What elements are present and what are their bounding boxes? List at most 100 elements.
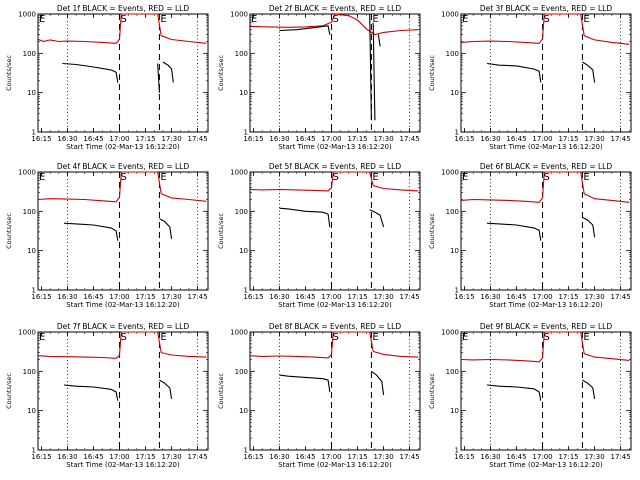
y-tick-label: 100 — [23, 368, 36, 376]
plot-frame — [460, 13, 632, 133]
segment-marker-label: E — [583, 14, 589, 25]
panel-2: Det 2f BLACK = Events, RED = LLD 1 10 100 10… — [217, 4, 421, 151]
x-tick-label: 16:30 — [269, 293, 289, 301]
lld-series-line — [37, 171, 207, 203]
x-tick-label: 17:00 — [109, 453, 129, 461]
x-tick-label: 16:30 — [480, 453, 500, 461]
segment-marker-label: E — [462, 172, 468, 183]
events-series-line — [486, 222, 542, 241]
x-tick-label: 16:45 — [83, 453, 103, 461]
x-tick-label: 17:30 — [373, 135, 393, 143]
x-tick-label: 17:45 — [610, 135, 630, 143]
y-tick-label: 10 — [450, 247, 459, 255]
y-tick-label: 1 — [455, 447, 459, 455]
events-series-line — [63, 384, 119, 401]
panel-title: Det 4f BLACK = Events, RED = LLD — [57, 162, 190, 171]
x-tick-label: 17:45 — [187, 453, 207, 461]
events-series-line — [62, 62, 119, 83]
events-series-line — [486, 384, 542, 401]
x-tick-label: 17:45 — [399, 293, 419, 301]
panel-title: Det 3f BLACK = Events, RED = LLD — [480, 4, 613, 13]
x-tick-label: 16:45 — [506, 135, 526, 143]
segment-marker-label: E — [583, 172, 589, 183]
x-tick-label: 16:15 — [31, 293, 51, 301]
panel-5: Det 5f BLACK = Events, RED = LLD 1 10 100 10… — [217, 162, 421, 309]
y-tick-label: 100 — [446, 208, 459, 216]
y-axis-label: Counts/sec — [217, 213, 225, 249]
x-tick-label: 17:00 — [532, 135, 552, 143]
x-tick-label: 16:45 — [83, 293, 103, 301]
x-tick-label: 17:15 — [347, 453, 367, 461]
x-tick-label: 16:15 — [454, 453, 474, 461]
x-tick-label: 17:00 — [109, 293, 129, 301]
y-tick-label: 1000 — [18, 169, 36, 177]
events-series-line — [372, 22, 376, 121]
segment-marker-label: E — [462, 14, 468, 25]
events-series-line — [369, 209, 385, 228]
panel-3: Det 3f BLACK = Events, RED = LLD 1 10 100 10… — [428, 4, 632, 151]
y-tick-label: 10 — [27, 407, 36, 415]
x-tick-label: 17:30 — [373, 453, 393, 461]
plot-frame — [460, 331, 632, 451]
x-tick-label: 17:45 — [187, 293, 207, 301]
y-tick-label: 10 — [239, 89, 248, 97]
x-tick-label: 17:30 — [584, 135, 604, 143]
events-series-line — [279, 207, 331, 228]
y-tick-label: 1 — [244, 447, 248, 455]
x-tick-label: 17:30 — [584, 453, 604, 461]
y-tick-label: 10 — [450, 89, 459, 97]
x-tick-label: 17:15 — [135, 453, 155, 461]
x-tick-label: 16:15 — [454, 293, 474, 301]
segment-marker-label: S — [121, 332, 127, 343]
segment-marker-label: E — [251, 14, 257, 25]
x-tick-label: 17:15 — [558, 453, 578, 461]
y-tick-label: 100 — [446, 368, 459, 376]
y-axis-label: Counts/sec — [5, 373, 13, 409]
segment-marker-label: E — [39, 332, 45, 343]
segment-marker-label: S — [333, 332, 339, 343]
events-series-line — [159, 218, 173, 239]
segment-marker-label: E — [160, 14, 166, 25]
x-tick-label: 17:00 — [532, 453, 552, 461]
x-tick-label: 17:45 — [610, 453, 630, 461]
segment-marker-label: E — [160, 332, 166, 343]
x-tick-label: 16:15 — [243, 293, 263, 301]
segment-marker-label: S — [544, 332, 550, 343]
y-tick-label: 100 — [23, 50, 36, 58]
y-tick-label: 1000 — [230, 169, 248, 177]
x-axis-label: Start Time (02-Mar-13 16:12:20) — [66, 461, 180, 469]
x-tick-label: 17:15 — [347, 293, 367, 301]
x-tick-label: 16:15 — [243, 453, 263, 461]
panel-8: Det 8f BLACK = Events, RED = LLD 1 10 100 10… — [217, 322, 421, 469]
x-axis-label: Start Time (02-Mar-13 16:12:20) — [278, 301, 392, 309]
events-series-line — [162, 61, 174, 83]
segment-marker-label: E — [372, 172, 378, 183]
segment-marker-label: S — [544, 14, 550, 25]
lld-series-line — [460, 331, 630, 363]
y-tick-label: 10 — [27, 89, 36, 97]
x-tick-label: 16:30 — [269, 453, 289, 461]
segment-marker-label: E — [583, 332, 589, 343]
lld-series-line — [249, 171, 419, 192]
x-tick-label: 17:45 — [399, 135, 419, 143]
events-series-line — [582, 61, 596, 83]
y-tick-label: 100 — [235, 50, 248, 58]
y-axis-label: Counts/sec — [5, 213, 13, 249]
y-tick-label: 1000 — [441, 329, 459, 337]
y-tick-label: 1 — [32, 129, 36, 137]
segment-marker-label: E — [160, 172, 166, 183]
x-tick-label: 17:00 — [109, 135, 129, 143]
x-axis-label: Start Time (02-Mar-13 16:12:20) — [489, 301, 603, 309]
x-tick-label: 17:15 — [558, 135, 578, 143]
x-tick-label: 17:30 — [584, 293, 604, 301]
segment-marker-label: S — [544, 172, 550, 183]
y-tick-label: 1000 — [441, 11, 459, 19]
x-tick-label: 16:45 — [295, 135, 315, 143]
x-tick-label: 16:45 — [83, 135, 103, 143]
lld-series-line — [460, 171, 630, 203]
events-series-line — [582, 216, 596, 238]
y-axis-label: Counts/sec — [217, 373, 225, 409]
events-series-line — [157, 63, 160, 93]
x-tick-label: 17:30 — [161, 453, 181, 461]
panel-title: Det 5f BLACK = Events, RED = LLD — [269, 162, 402, 171]
